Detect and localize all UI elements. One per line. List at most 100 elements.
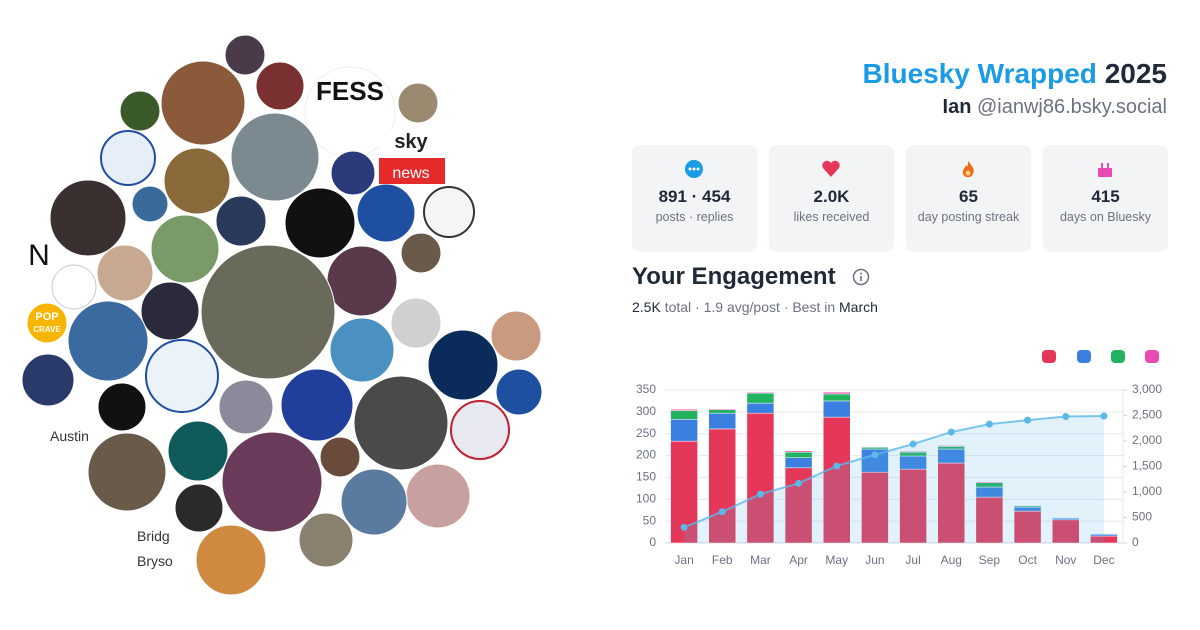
avatar[interactable] [174, 483, 224, 533]
header-user-row: Ian @ianwj86.bsky.social [943, 96, 1167, 119]
avatar[interactable] [200, 244, 336, 380]
y2-tick-label: 2,500 [1132, 408, 1162, 422]
bar-segment [746, 402, 775, 414]
avatar[interactable] [100, 130, 156, 186]
stat-card: 2.0K likes received [769, 145, 894, 252]
bar-segment [899, 451, 927, 457]
avatar[interactable] [145, 339, 219, 413]
bar-segment [746, 391, 775, 394]
x-tick-label: Nov [1055, 553, 1076, 567]
legend-icon [1042, 350, 1056, 363]
avatar[interactable] [340, 468, 408, 536]
avatar[interactable] [160, 60, 246, 146]
avatar[interactable] [298, 512, 354, 568]
avatar[interactable] [356, 183, 416, 243]
bar-segment [823, 391, 851, 395]
legend-icon [1077, 350, 1091, 363]
cumulative-point [795, 479, 803, 487]
x-tick-label: Mar [750, 553, 771, 567]
cumulative-point [833, 462, 841, 470]
avatar[interactable] [450, 400, 510, 460]
avatars [21, 34, 543, 596]
avatar[interactable] [87, 432, 167, 512]
x-tick-label: Sep [979, 553, 1001, 567]
y-tick-label: 350 [636, 382, 656, 396]
avatar[interactable] [163, 147, 231, 215]
avatar[interactable] [423, 186, 475, 238]
avatar[interactable] [150, 214, 220, 284]
avatar[interactable] [230, 112, 320, 202]
avatar[interactable] [21, 353, 75, 407]
bar-segment [899, 450, 927, 453]
stat-value: 2.0K [813, 187, 850, 206]
cumulative-point [1024, 416, 1032, 424]
bar-segment [823, 416, 851, 544]
avatar[interactable] [284, 187, 356, 259]
bar-segment [937, 462, 965, 544]
avatar[interactable] [49, 179, 127, 257]
avatar[interactable] [400, 232, 442, 274]
bar-segment [937, 448, 965, 464]
avatar[interactable] [224, 34, 266, 76]
avatar[interactable] [140, 281, 200, 341]
avatar[interactable] [405, 463, 471, 529]
avatar[interactable] [51, 264, 97, 310]
x-tick-label: Jul [905, 553, 920, 567]
avatar[interactable] [96, 244, 154, 302]
stat-label: likes received [793, 210, 870, 224]
cumulative-point [1100, 412, 1108, 420]
user-handle[interactable]: @ianwj86.bsky.social [976, 96, 1167, 118]
icon [962, 161, 974, 178]
info-icon[interactable] [852, 268, 872, 288]
bar-segment [670, 408, 698, 411]
avatar[interactable] [353, 375, 449, 471]
avatar[interactable] [218, 379, 274, 435]
avatar[interactable] [26, 302, 68, 344]
avatar[interactable] [319, 436, 361, 478]
avatar[interactable] [326, 245, 398, 317]
avatar[interactable] [255, 61, 305, 111]
bar-segment [1013, 506, 1042, 512]
x-tick-label: May [825, 553, 848, 567]
avatar[interactable] [215, 195, 267, 247]
avatar[interactable] [490, 310, 542, 362]
avatar[interactable] [330, 150, 376, 196]
avatar[interactable] [280, 368, 354, 442]
avatar[interactable] [67, 300, 149, 382]
avatar[interactable] [397, 82, 439, 124]
bar-segment [746, 412, 775, 544]
avatar[interactable] [441, 254, 503, 316]
avatar[interactable] [119, 90, 161, 132]
avatar[interactable] [390, 297, 442, 349]
x-tick-label: Jun [865, 553, 884, 567]
bar-segment [823, 393, 851, 402]
stat-value: 65 [959, 187, 978, 206]
best-month: March [839, 299, 878, 315]
x-tick-label: Apr [789, 553, 808, 567]
stat-card: 65 day posting streak [906, 145, 1031, 252]
avatar[interactable] [97, 382, 147, 432]
icon [822, 160, 840, 177]
bar-segment [1013, 505, 1042, 508]
logo-band [379, 158, 445, 184]
avatar[interactable] [221, 431, 323, 533]
avatar[interactable] [167, 420, 229, 482]
avatar[interactable] [131, 185, 169, 223]
x-tick-label: Aug [941, 553, 962, 567]
bar-segment [708, 409, 736, 414]
chart-title: Your Engagement [632, 263, 836, 290]
y-tick-label: 100 [636, 491, 656, 505]
stat-card: 891 · 454 posts · replies [632, 145, 757, 252]
avatar[interactable] [329, 317, 395, 383]
bar-segment [670, 440, 698, 544]
y2-tick-label: 2,000 [1132, 433, 1162, 447]
cumulative-point [1062, 413, 1070, 421]
logo-text: news [392, 165, 429, 182]
avatar[interactable] [495, 368, 543, 416]
logo-text: CRAVE [33, 325, 61, 334]
bar-segment [861, 447, 889, 450]
bar-segment [1052, 517, 1080, 521]
avatar[interactable] [427, 329, 499, 401]
logo-text: FESS [316, 76, 384, 106]
avatar[interactable] [195, 524, 267, 596]
